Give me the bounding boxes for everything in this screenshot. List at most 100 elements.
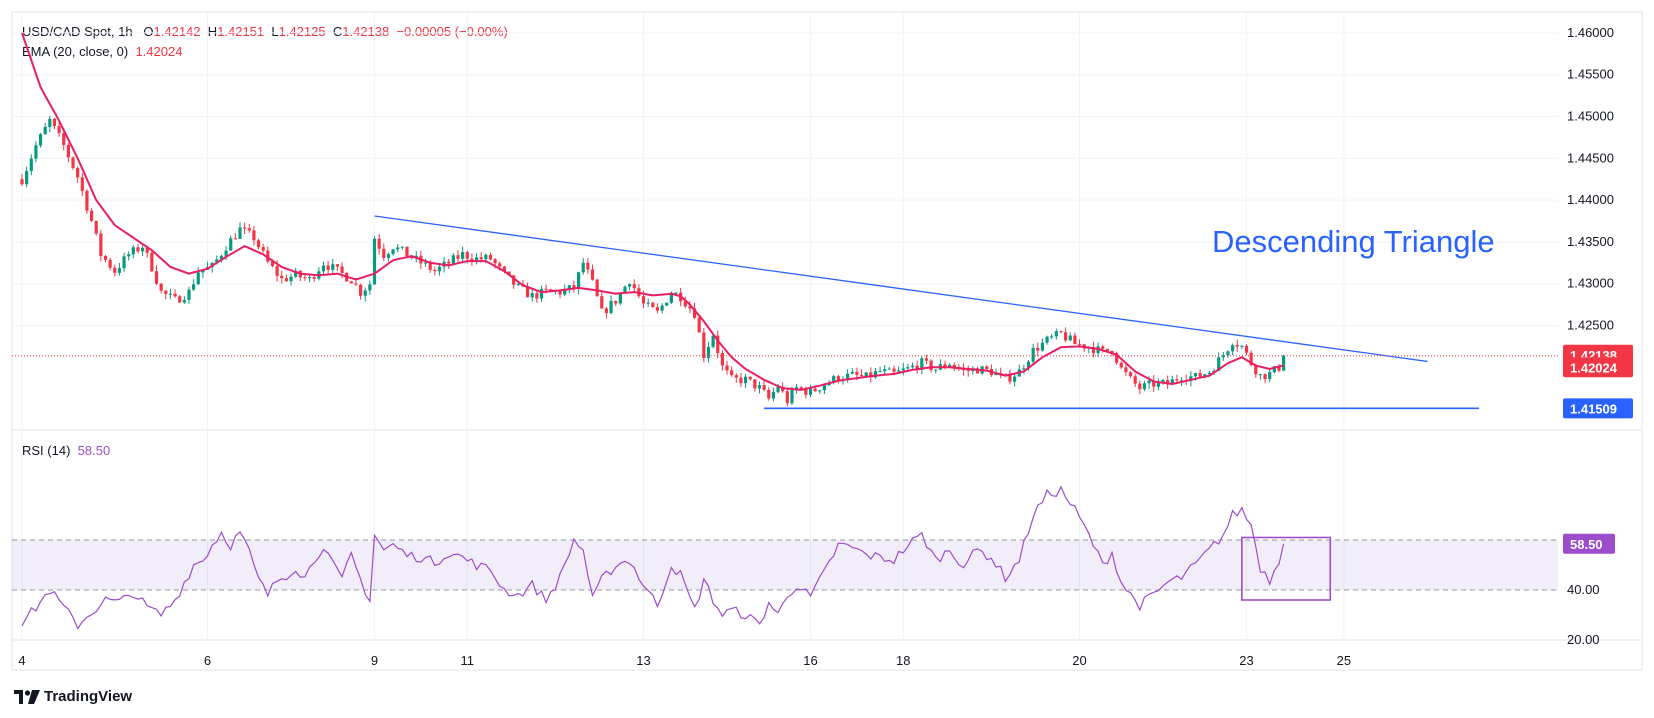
candle-body [1217,357,1221,371]
rsi-line [21,485,1285,630]
candle-body [762,385,766,390]
time-tick-label: 18 [896,653,910,668]
candle-body [368,284,372,291]
candle-body [38,134,43,146]
candle-body [48,118,52,127]
candle-body [117,268,122,273]
candle-body [590,269,595,280]
candle-body [1254,365,1258,375]
candle-body [581,262,585,273]
candle-body [122,256,126,269]
candle-body [1193,373,1198,377]
candle-body [410,256,414,259]
price-tick-label: 1.45500 [1567,67,1614,82]
candle-body [915,365,919,370]
candle-body [1142,383,1147,390]
candle-body [173,293,177,297]
candle-body [906,367,910,369]
rsi-highlight-box [1241,536,1332,601]
candle-body [103,256,108,260]
candle-body [646,302,650,304]
candle-body [855,371,859,375]
candle-body [89,210,94,221]
rsi-band-fill [12,540,1558,590]
candle-body [256,240,261,248]
candle-body [488,254,493,260]
rsi-axis-badge [1563,533,1615,554]
candle-body [502,266,506,272]
candle-body [1272,366,1276,373]
candle-body [275,266,279,276]
price-tick-label: 1.43500 [1567,234,1614,249]
candle-body [451,255,455,264]
candle-body [934,369,938,371]
candle-body [238,227,242,239]
time-tick-label: 23 [1239,653,1253,668]
candle-body [850,371,854,374]
candle-body [985,366,989,369]
candle-body [757,385,762,389]
candle-body [1124,367,1128,373]
rsi-tick-label: 40.00 [1567,582,1600,597]
candle-body [832,376,836,383]
candle-body [437,266,442,272]
candle-body [57,125,61,134]
candle-body [270,261,275,267]
candle-body [665,302,669,306]
candle-body [1031,347,1035,362]
candle-body [1147,380,1151,384]
candle-body [609,300,613,314]
candle-body [400,246,404,248]
tradingview-logo[interactable]: TradingView [14,688,132,705]
price-axis-badge-text: 1.41509 [1570,401,1617,416]
candle-body [1161,380,1165,382]
candle-body [883,369,887,372]
price-axis-badge [1563,398,1633,419]
candle-body [1152,380,1156,387]
candle-body [196,272,200,285]
price-tick-label: 1.44000 [1567,192,1614,207]
candle-body [85,190,89,211]
candle-body [465,252,469,259]
candle-body [215,259,219,263]
candle-body [897,370,901,372]
candle-body [1207,372,1212,375]
candle-body [294,270,298,277]
pattern-annotation: Descending Triangle [1212,224,1495,259]
rsi-label: RSI (14) [22,443,71,458]
low-label: L [271,24,279,39]
candle-body [247,228,251,231]
candle-body [76,168,80,178]
candle-body [720,353,724,366]
candle-body [1230,345,1235,352]
candle-body [127,254,131,257]
time-tick-label: 6 [204,653,211,668]
candle-body [544,288,548,290]
candle-body [192,284,196,290]
candle-body [461,252,465,259]
time-tick-label: 25 [1337,653,1351,668]
ema-label: EMA (20, close, 0) [22,44,129,59]
candle-body [539,288,544,299]
candle-body [808,388,813,395]
candle-body [669,293,673,303]
candle-body [623,286,627,293]
candle-body [920,358,924,370]
candle-body [307,276,312,278]
candle-body [1012,376,1017,382]
candle-body [618,292,622,304]
candle-body [572,285,576,289]
candle-body [859,374,864,376]
price-tick-label: 1.45000 [1567,109,1614,124]
candle-body [600,296,604,309]
candle-body [1073,335,1077,345]
candle-body [512,275,516,285]
candle-body [1128,372,1133,377]
time-tick-label: 9 [371,653,378,668]
candle-body [428,262,432,270]
candle-body [252,230,256,241]
open-value: 1.42142 [153,24,201,39]
